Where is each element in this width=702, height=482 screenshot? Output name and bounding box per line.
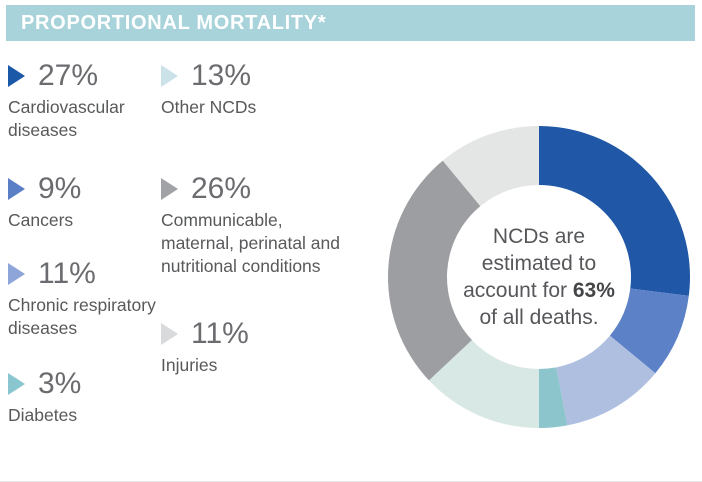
legend-label: Chronic respiratory diseases [8,295,156,338]
donut-segment-7 [442,126,539,207]
legend-item: 3% Diabetes [8,364,158,427]
legend-value-row: 3% [8,364,158,404]
legend-value-row: 26% [161,169,346,209]
legend-item: 26% Communicable, maternal, perinatal and… [161,169,346,278]
legend-label: Cancers [8,210,74,230]
triangle-marker-icon [8,373,25,395]
annotation-line: estimated to [481,252,597,275]
legend-item: 9% Cancers [8,169,158,232]
legend-value-row: 27% [8,56,158,96]
section-title: PROPORTIONAL MORTALITY* [21,11,327,34]
legend-value: 3% [38,367,82,400]
legend-value: 27% [38,59,99,92]
legend-value: 26% [191,172,252,205]
triangle-marker-icon [8,263,25,285]
legend-label: Cardiovascular diseases [8,97,125,140]
donut-segment-1 [539,126,690,296]
legend-item: 11% Chronic respiratory diseases [8,254,158,340]
annotation-line: account for [463,279,573,302]
legend-label: Diabetes [8,405,78,425]
legend-value: 11% [191,317,249,350]
legend-value-row: 9% [8,169,158,209]
section-header-bar: PROPORTIONAL MORTALITY* [6,5,695,41]
annotation-bold-value: 63% [572,279,615,302]
donut-segment-4 [539,367,568,428]
annotation-line: NCDs are [492,225,586,248]
triangle-marker-icon [8,178,25,200]
donut-segment-6 [388,160,481,381]
triangle-marker-icon [161,323,178,345]
legend-column-2: 13% Other NCDs 26% Communicable, maternal, … [161,56,346,377]
legend-label: Other NCDs [161,97,257,117]
annotation-line: of all deaths. [479,306,599,329]
legend-value-row: 13% [161,56,346,96]
donut-segment-5 [428,339,539,428]
triangle-marker-icon [8,65,25,87]
legend-value-row: 11% [161,314,346,354]
donut-segment-3 [556,335,656,426]
legend-value: 11% [38,257,96,290]
legend-label: Communicable, maternal, perinatal and nu… [161,210,340,276]
donut-chart [388,126,690,428]
legend-column-1: 27% Cardiovascular diseases 9% Cancers 11% Ch… [8,56,158,427]
legend-item: 27% Cardiovascular diseases [8,56,158,142]
legend-value: 13% [191,59,252,92]
donut-segment-2 [609,288,689,374]
legend-value: 9% [38,172,82,205]
legend-value-row: 11% [8,254,158,294]
triangle-marker-icon [161,65,178,87]
legend-item: 13% Other NCDs [161,56,346,119]
triangle-marker-icon [161,178,178,200]
legend-label: Injuries [161,355,218,375]
legend-item: 11% Injuries [161,314,346,377]
donut-center-annotation: NCDs are estimated to account for 63% of… [432,223,647,331]
